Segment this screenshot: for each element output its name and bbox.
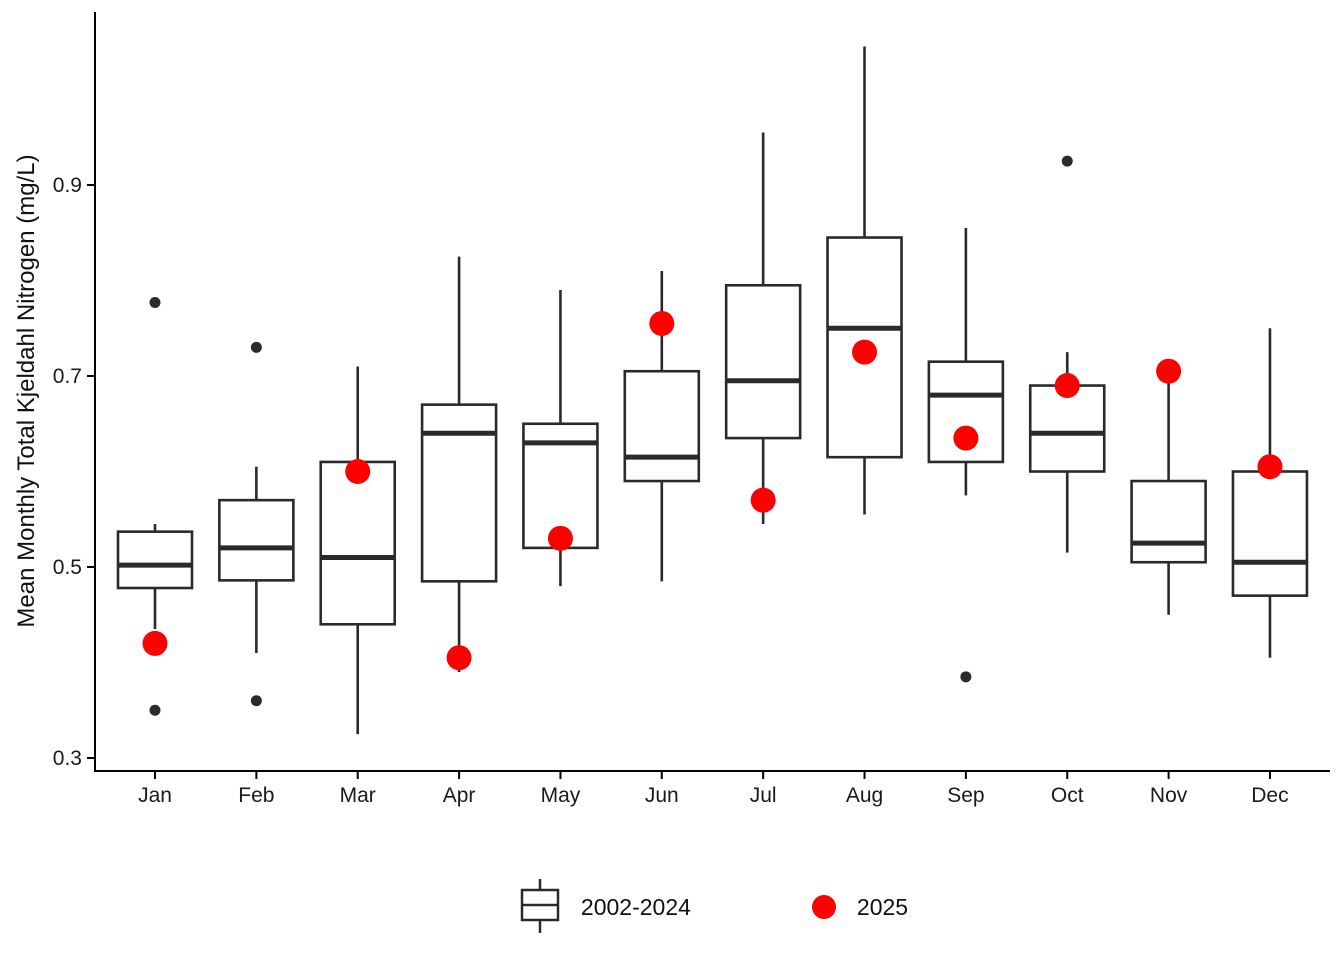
y-tick-label: 0.9 — [53, 174, 82, 197]
point-2025-Apr — [446, 645, 472, 671]
point-2025-Nov — [1156, 358, 1182, 384]
point-2025-Jul — [750, 487, 776, 513]
x-tick-label: May — [541, 784, 581, 807]
x-tick-label: Apr — [443, 784, 476, 807]
y-axis-title: Mean Monthly Total Kjeldahl Nitrogen (mg… — [13, 154, 40, 627]
red-dot-legend-icon — [811, 895, 836, 919]
point-2025-Mar — [345, 459, 371, 484]
x-tick-label: Oct — [1051, 784, 1084, 807]
x-tick-label: Dec — [1251, 784, 1288, 807]
point-2025-Aug — [852, 339, 878, 365]
x-tick-label: Jun — [645, 784, 679, 807]
x-tick-label: Jan — [138, 784, 172, 807]
box-Feb — [218, 498, 295, 582]
legend: 2002-2024 2025 — [95, 872, 1330, 942]
x-tick-label: Aug — [846, 784, 883, 807]
outlier-Jan — [149, 704, 161, 716]
legend-label-2025: 2025 — [856, 893, 909, 920]
box-Mar — [319, 460, 397, 626]
boxplot-legend-icon — [520, 879, 560, 933]
legend-item-2025: 2025 — [809, 892, 908, 922]
legend-label-2002-2024: 2002-2024 — [580, 893, 691, 920]
point-2025-Oct — [1054, 373, 1080, 399]
x-tick-label: Sep — [947, 784, 984, 807]
point-2025-Sep — [953, 425, 979, 451]
box-Jul — [724, 283, 802, 440]
x-tick-label: Jul — [750, 784, 777, 807]
y-tick-label: 0.5 — [53, 556, 82, 579]
box-Jun — [623, 369, 701, 483]
outlier-Jan — [149, 296, 161, 308]
box-Nov — [1130, 479, 1207, 564]
outlier-Feb — [250, 695, 262, 707]
y-tick-label: 0.3 — [53, 747, 82, 770]
x-tick-label: Feb — [238, 784, 274, 807]
boxplot-chart: Mean Monthly Total Kjeldahl Nitrogen (mg… — [13, 12, 1330, 807]
point-2025-Jun — [649, 310, 675, 336]
outlier-Sep — [960, 671, 972, 683]
legend-item-2002-2024: 2002-2024 — [517, 876, 691, 938]
box-Dec — [1231, 470, 1309, 597]
box-Oct — [1028, 384, 1106, 473]
point-2025-Dec — [1257, 454, 1283, 480]
x-tick-label: Nov — [1150, 784, 1188, 807]
point-2025-Jan — [142, 630, 168, 656]
y-tick-label: 0.7 — [53, 365, 82, 388]
box-Jan — [116, 530, 194, 590]
x-tick-label: Mar — [340, 784, 376, 807]
point-2025-May — [547, 525, 573, 551]
outlier-Oct — [1061, 155, 1073, 167]
outlier-Feb — [250, 341, 262, 353]
